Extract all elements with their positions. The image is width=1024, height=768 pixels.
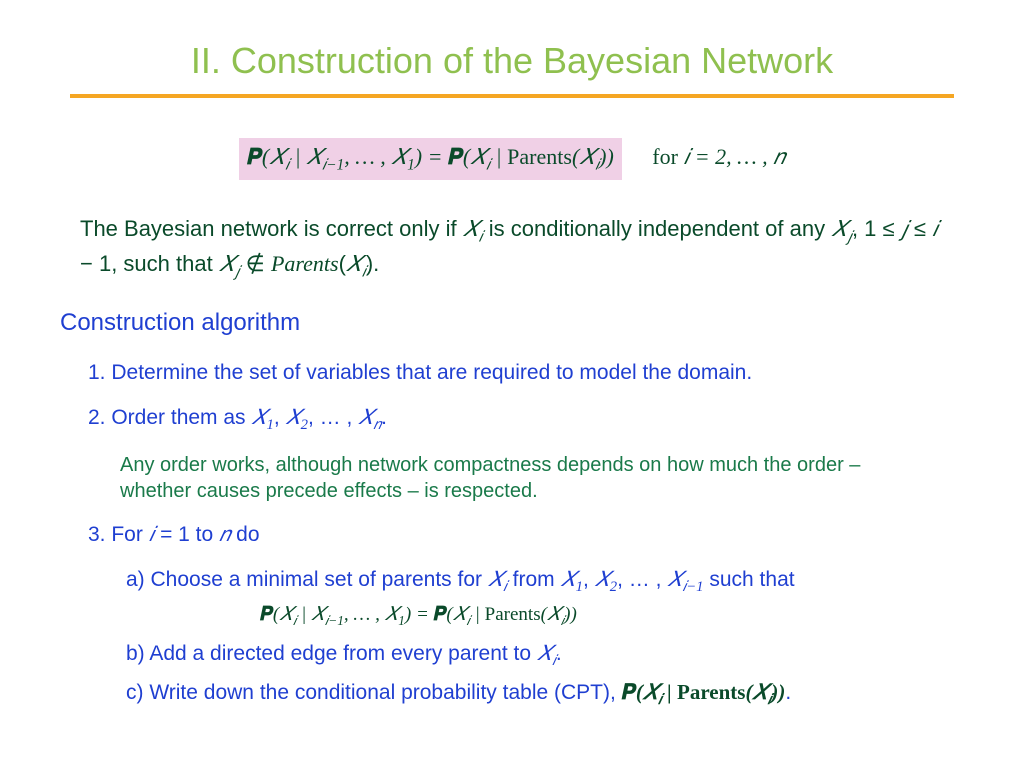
step-1: 1. Determine the set of variables that a…: [88, 359, 964, 387]
step-3a-formula: 𝑷(𝑋𝑖 | 𝑋𝑖−1, … , 𝑋1) = 𝑷(𝑋𝑖 | Parents(𝑋𝑖…: [260, 604, 964, 629]
step-3: 3. For 𝑖 = 1 to 𝑛 do: [88, 520, 964, 549]
highlighted-formula: 𝑷(𝑋𝑖 | 𝑋𝑖−1, … , 𝑋1) = 𝑷(𝑋𝑖 | Parents(𝑋𝑖…: [239, 138, 622, 180]
formula-condition: for 𝑖 = 2, … , 𝑛: [652, 144, 785, 170]
main-formula-row: 𝑷(𝑋𝑖 | 𝑋𝑖−1, … , 𝑋1) = 𝑷(𝑋𝑖 | Parents(𝑋𝑖…: [60, 138, 964, 180]
page-title: II. Construction of the Bayesian Network: [60, 40, 964, 82]
step-2-note: Any order works, although network compac…: [120, 452, 934, 504]
title-rule: [70, 94, 954, 98]
explanation-text: The Bayesian network is correct only if …: [80, 214, 944, 282]
step-3b: b) Add a directed edge from every parent…: [126, 639, 964, 672]
algorithm-heading: Construction algorithm: [60, 309, 964, 337]
step-2: 2. Order them as 𝑋1, 𝑋2, … , 𝑋𝑛.: [88, 403, 964, 436]
step-3c: c) Write down the conditional probabilit…: [126, 678, 964, 711]
step-3a: a) Choose a minimal set of parents for 𝑋…: [126, 565, 964, 598]
slide-container: II. Construction of the Bayesian Network…: [0, 0, 1024, 737]
